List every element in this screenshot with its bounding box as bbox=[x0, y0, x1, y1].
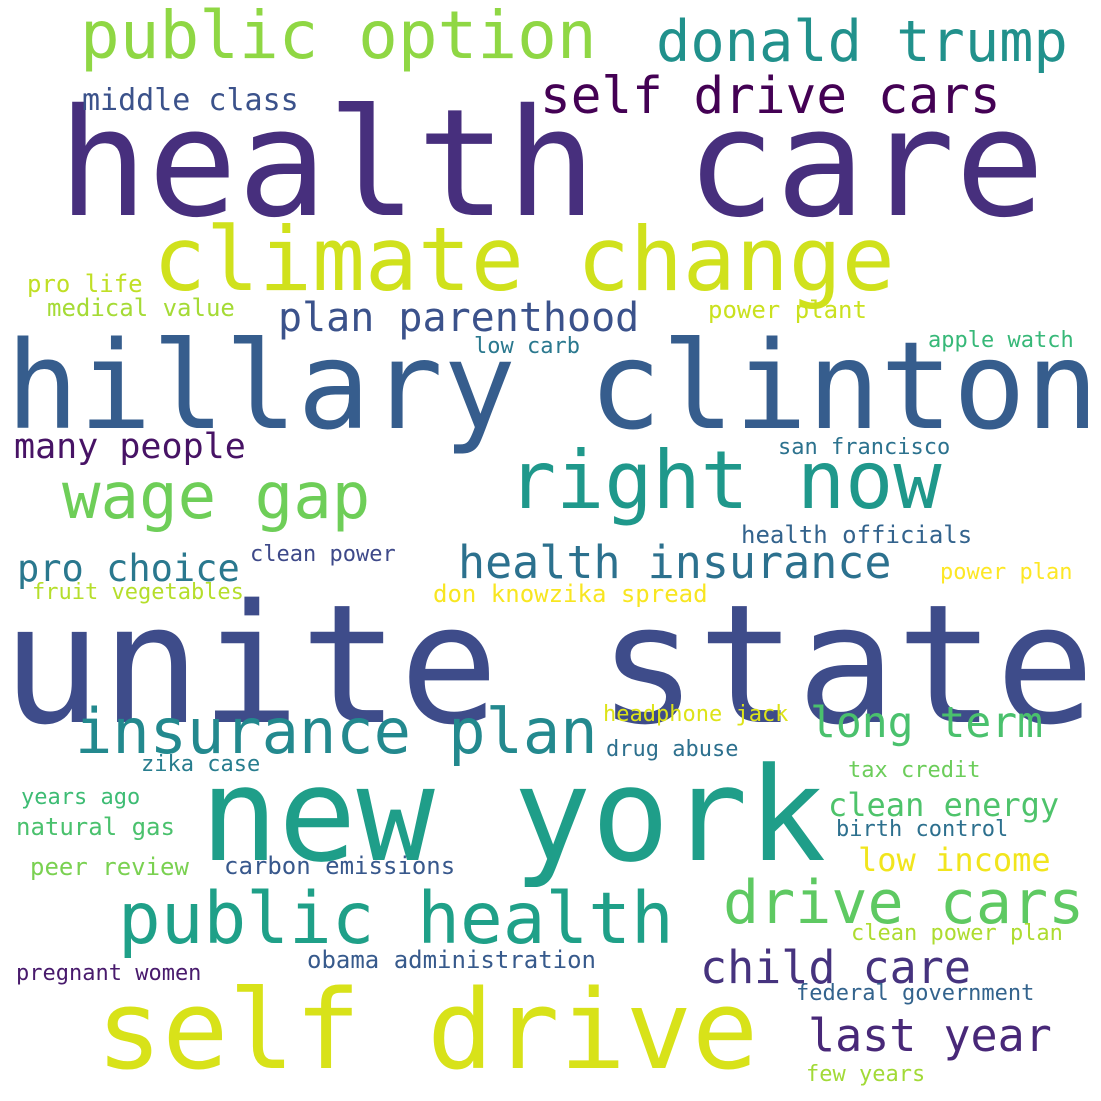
cloud-word-public-option: public option bbox=[80, 0, 597, 74]
cloud-word-zika-case: zika case bbox=[141, 752, 261, 777]
cloud-word-natural-gas: natural gas bbox=[16, 813, 175, 841]
cloud-word-middle-class: middle class bbox=[82, 83, 299, 118]
cloud-word-obama-administration: obama administration bbox=[307, 946, 596, 974]
cloud-word-right-now: right now bbox=[508, 434, 942, 527]
cloud-word-apple-watch: apple watch bbox=[928, 328, 1074, 353]
cloud-word-federal-government: federal government bbox=[796, 981, 1035, 1006]
cloud-word-clean-power-plan: clean power plan bbox=[851, 921, 1063, 946]
cloud-word-power-plant: power plant bbox=[708, 296, 867, 324]
cloud-word-drug-abuse: drug abuse bbox=[606, 737, 739, 762]
cloud-word-public-health: public health bbox=[118, 877, 674, 960]
cloud-word-medical-value: medical value bbox=[47, 294, 235, 322]
cloud-word-years-ago: years ago bbox=[21, 785, 141, 810]
cloud-word-child-care: child care bbox=[700, 941, 971, 994]
cloud-word-fruit-vegetables: fruit vegetables bbox=[32, 580, 244, 605]
cloud-word-unite-state: unite state bbox=[2, 569, 1095, 761]
cloud-word-headphone-jack: headphone jack bbox=[603, 702, 789, 727]
cloud-word-pregnant-women: pregnant women bbox=[16, 961, 202, 986]
cloud-word-new-york: new york bbox=[200, 739, 827, 891]
cloud-word-low-carb: low carb bbox=[474, 334, 580, 359]
cloud-word-peer-review: peer review bbox=[30, 853, 189, 881]
cloud-word-climate-change: climate change bbox=[153, 208, 895, 311]
cloud-word-self-drive: self drive bbox=[96, 966, 759, 1094]
cloud-word-drive-cars: drive cars bbox=[723, 868, 1085, 938]
cloud-word-health-care: health care bbox=[58, 78, 1045, 251]
cloud-word-pro-choice: pro choice bbox=[17, 547, 240, 590]
cloud-word-san-francisco: san francisco bbox=[778, 435, 951, 460]
cloud-word-hillary-clinton: hillary clinton bbox=[6, 316, 1099, 457]
cloud-word-few-years: few years bbox=[806, 1062, 926, 1087]
cloud-word-carbon-emissions: carbon emissions bbox=[224, 852, 456, 880]
cloud-word-pro-life: pro life bbox=[27, 270, 143, 298]
cloud-word-clean-power: clean power bbox=[250, 542, 396, 567]
cloud-word-clean-energy: clean energy bbox=[828, 786, 1060, 824]
cloud-word-many-people: many people bbox=[14, 427, 246, 467]
cloud-word-wage-gap: wage gap bbox=[62, 460, 371, 534]
cloud-word-health-officials: health officials bbox=[741, 521, 973, 549]
cloud-word-tax-credit: tax credit bbox=[848, 758, 981, 783]
cloud-word-power-plan: power plan bbox=[940, 560, 1073, 585]
cloud-word-plan-parenthood: plan parenthood bbox=[278, 295, 640, 341]
cloud-word-health-insurance: health insurance bbox=[458, 536, 892, 589]
cloud-word-birth-control: birth control bbox=[836, 817, 1009, 842]
cloud-word-low-income: low income bbox=[858, 841, 1051, 879]
cloud-word-don-knowzika-spread: don knowzika spread bbox=[433, 580, 708, 608]
cloud-word-insurance-plan: insurance plan bbox=[75, 695, 598, 768]
cloud-word-self-drive-cars: self drive cars bbox=[540, 67, 1001, 126]
cloud-word-long-term: long term bbox=[810, 698, 1043, 748]
cloud-word-last-year: last year bbox=[808, 1009, 1052, 1062]
cloud-word-donald-trump: donald trump bbox=[656, 9, 1068, 75]
